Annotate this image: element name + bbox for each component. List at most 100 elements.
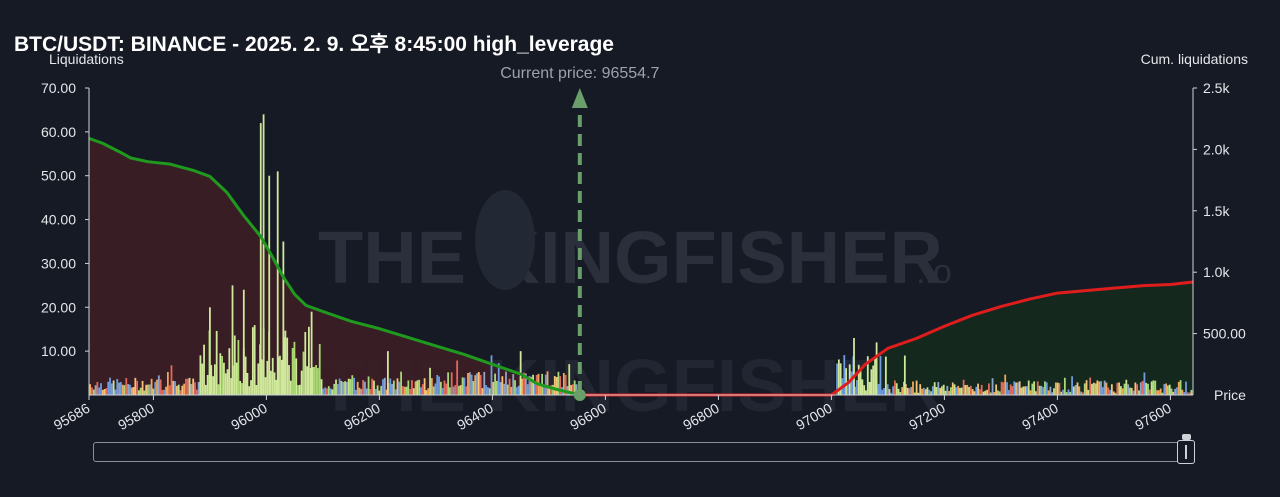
y-left-tick-label: 70.00 xyxy=(41,80,76,96)
bar xyxy=(998,391,1001,395)
bar xyxy=(297,385,299,395)
bar xyxy=(351,375,354,395)
bar xyxy=(1065,392,1068,395)
x-tick-label: 97400 xyxy=(1019,400,1061,433)
bar xyxy=(1120,386,1122,395)
bar xyxy=(1076,382,1079,395)
bar xyxy=(494,373,497,395)
bar xyxy=(839,363,842,395)
bar xyxy=(476,373,478,395)
bar xyxy=(997,390,999,395)
bar xyxy=(508,378,511,395)
bar xyxy=(192,378,195,395)
bar xyxy=(392,380,395,395)
bar xyxy=(1125,379,1128,395)
bar xyxy=(459,385,462,395)
bar xyxy=(1112,391,1115,395)
bar xyxy=(474,375,477,395)
bar xyxy=(1145,382,1148,395)
bar xyxy=(1007,390,1010,395)
bar xyxy=(477,372,480,395)
bar xyxy=(355,389,357,395)
bar xyxy=(944,390,947,395)
bar xyxy=(286,337,289,395)
bar xyxy=(291,347,294,395)
bar xyxy=(468,372,471,395)
bar xyxy=(895,383,898,395)
bar-peak xyxy=(242,289,245,395)
bar xyxy=(1087,389,1090,395)
bar xyxy=(181,385,184,395)
y-left-tick-label: 10.00 xyxy=(41,343,76,359)
y-right-tick-label: 1.5k xyxy=(1203,203,1230,219)
bar xyxy=(1116,382,1119,395)
bar xyxy=(953,384,956,395)
bar xyxy=(915,380,918,395)
bar xyxy=(1022,386,1025,395)
x-tick-label: 95800 xyxy=(115,400,157,433)
bar xyxy=(445,383,448,395)
bar xyxy=(237,339,240,395)
bar xyxy=(977,383,979,395)
bar xyxy=(116,378,119,395)
bird-icon xyxy=(475,190,535,290)
bar xyxy=(118,382,120,395)
bar xyxy=(1020,387,1023,395)
bar xyxy=(856,380,858,395)
bar xyxy=(134,377,137,395)
bar xyxy=(1179,380,1182,395)
bar xyxy=(1029,390,1032,395)
bar xyxy=(156,379,158,395)
bar xyxy=(130,387,133,395)
bar xyxy=(411,380,413,395)
bar xyxy=(1063,377,1066,395)
bar xyxy=(1101,387,1104,395)
bar xyxy=(968,387,970,395)
bar xyxy=(1031,383,1034,395)
bar xyxy=(1190,389,1193,395)
bar xyxy=(573,380,576,395)
bar xyxy=(1035,391,1037,395)
bar xyxy=(127,384,129,395)
bar xyxy=(1110,384,1113,395)
bar xyxy=(1165,383,1168,395)
bar xyxy=(935,387,938,395)
bar xyxy=(539,384,542,395)
bar xyxy=(92,389,95,395)
bar xyxy=(1156,390,1158,395)
range-scrollbar[interactable] xyxy=(93,434,1195,464)
bar xyxy=(1161,392,1164,395)
bar xyxy=(1016,382,1019,395)
bar xyxy=(412,388,415,395)
bar xyxy=(1129,387,1131,395)
bar xyxy=(1036,381,1039,395)
bar xyxy=(311,367,314,395)
bar xyxy=(403,386,406,395)
bar xyxy=(1078,386,1081,395)
bar xyxy=(1163,384,1166,395)
bar xyxy=(309,368,312,395)
scrollbar-handle[interactable] xyxy=(1177,434,1195,464)
bar xyxy=(910,386,913,395)
bar xyxy=(407,380,410,395)
bar xyxy=(486,387,489,395)
bar xyxy=(557,371,560,395)
bar xyxy=(980,384,983,395)
bar xyxy=(210,365,213,395)
bar xyxy=(1098,381,1101,395)
bar xyxy=(150,378,153,395)
bar xyxy=(371,378,374,395)
bar xyxy=(937,382,940,395)
bar xyxy=(1062,389,1064,395)
bar xyxy=(125,378,128,395)
bar xyxy=(315,365,318,395)
bar xyxy=(374,388,377,395)
bar xyxy=(107,381,110,395)
bar xyxy=(530,376,533,395)
bar xyxy=(1154,380,1157,395)
bar xyxy=(452,386,455,395)
bar xyxy=(966,384,969,395)
bar xyxy=(1174,388,1177,395)
bar xyxy=(1105,382,1108,395)
bar xyxy=(986,389,989,395)
